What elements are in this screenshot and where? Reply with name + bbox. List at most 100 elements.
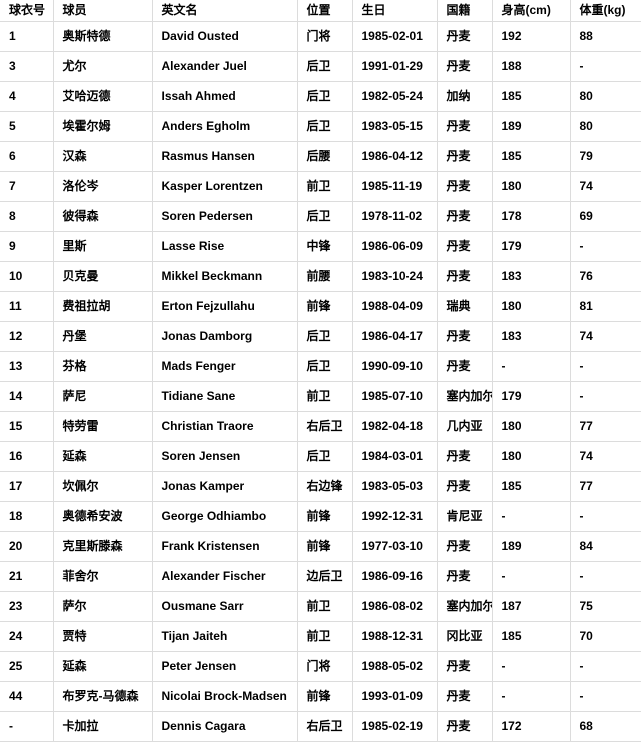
cell-position: 前锋 (297, 531, 353, 562)
cell-height: 185 (492, 621, 571, 652)
cell-name_en: Anders Egholm (152, 111, 298, 142)
cell-number: 20 (0, 531, 54, 562)
cell-position: 前锋 (297, 501, 353, 532)
table-row: 11 费祖拉胡 Erton Fejzullahu 前锋 1988-04-09 瑞典 180 8… (0, 291, 641, 322)
cell-weight: 74 (570, 441, 641, 472)
cell-birthday: 1990-09-10 (352, 351, 438, 382)
cell-nationality: 丹麦 (437, 711, 493, 742)
cell-number: 3 (0, 51, 54, 82)
cell-name_cn: 坎佩尔 (53, 471, 153, 502)
cell-birthday: 1986-04-12 (352, 141, 438, 172)
cell-position: 右边锋 (297, 471, 353, 502)
cell-weight: 77 (570, 411, 641, 442)
cell-number: 4 (0, 81, 54, 112)
table-row: - 卡加拉 Dennis Cagara 右后卫 1985-02-19 丹麦 172 68 (0, 711, 641, 742)
cell-nationality: 丹麦 (437, 471, 493, 502)
cell-weight: 79 (570, 141, 641, 172)
cell-birthday: 1986-08-02 (352, 591, 438, 622)
cell-weight: 68 (570, 711, 641, 742)
cell-name_en: Erton Fejzullahu (152, 291, 298, 322)
column-header-birthday: 生日 (352, 0, 438, 22)
cell-position: 后卫 (297, 351, 353, 382)
cell-number: 10 (0, 261, 54, 292)
cell-weight: 80 (570, 81, 641, 112)
cell-nationality: 加纳 (437, 81, 493, 112)
cell-nationality: 丹麦 (437, 531, 493, 562)
cell-height: 189 (492, 531, 571, 562)
table-row: 3 尤尔 Alexander Juel 后卫 1991-01-29 丹麦 188- (0, 51, 641, 82)
cell-weight: - (570, 501, 641, 532)
table-body: 1 奥斯特德 David Ousted 门将 1985-02-01 丹麦 192 88 3 尤尔 A… (0, 21, 641, 742)
table-row: 6 汉森 Rasmus Hansen 后腰 1986-04-12 丹麦 185 79 (0, 141, 641, 172)
cell-birthday: 1985-02-01 (352, 21, 438, 52)
cell-number: 8 (0, 201, 54, 232)
cell-number: 6 (0, 141, 54, 172)
cell-position: 前卫 (297, 171, 353, 202)
cell-height: 172 (492, 711, 571, 742)
cell-birthday: 1977-03-10 (352, 531, 438, 562)
cell-height: 183 (492, 261, 571, 292)
cell-name_cn: 尤尔 (53, 51, 153, 82)
cell-weight: 70 (570, 621, 641, 652)
cell-position: 后卫 (297, 441, 353, 472)
cell-birthday: 1978-11-02 (352, 201, 438, 232)
cell-birthday: 1992-12-31 (352, 501, 438, 532)
cell-birthday: 1985-07-10 (352, 381, 438, 412)
cell-name_en: Rasmus Hansen (152, 141, 298, 172)
cell-nationality: 丹麦 (437, 201, 493, 232)
cell-name_cn: 萨尔 (53, 591, 153, 622)
cell-number: 11 (0, 291, 54, 322)
cell-position: 门将 (297, 21, 353, 52)
cell-nationality: 丹麦 (437, 51, 493, 82)
cell-name_en: David Ousted (152, 21, 298, 52)
cell-weight: 74 (570, 321, 641, 352)
cell-height: - (492, 561, 571, 592)
cell-name_en: Alexander Fischer (152, 561, 298, 592)
cell-nationality: 瑞典 (437, 291, 493, 322)
cell-name_cn: 克里斯滕森 (53, 531, 153, 562)
table-row: 7 洛伦岑 Kasper Lorentzen 前卫 1985-11-19 丹麦 180 74 (0, 171, 641, 202)
cell-nationality: 塞内加尔 (437, 591, 493, 622)
cell-name_cn: 丹堡 (53, 321, 153, 352)
column-header-height: 身高(cm) (492, 0, 571, 22)
cell-weight: 74 (570, 171, 641, 202)
cell-height: 180 (492, 441, 571, 472)
cell-name_en: Alexander Juel (152, 51, 298, 82)
table-row: 16 延森 Soren Jensen 后卫 1984-03-01 丹麦 180 74 (0, 441, 641, 472)
cell-weight: 80 (570, 111, 641, 142)
cell-weight: - (570, 651, 641, 682)
cell-height: 185 (492, 471, 571, 502)
cell-number: 5 (0, 111, 54, 142)
column-header-number: 球衣号 (0, 0, 54, 22)
cell-weight: 76 (570, 261, 641, 292)
cell-name_en: Soren Jensen (152, 441, 298, 472)
cell-height: - (492, 351, 571, 382)
cell-name_cn: 里斯 (53, 231, 153, 262)
table-row: 44 布罗克-马德森 Nicolai Brock-Madsen 前锋 1993-01-0… (0, 681, 641, 712)
cell-name_cn: 延森 (53, 651, 153, 682)
cell-birthday: 1986-06-09 (352, 231, 438, 262)
table-row: 9 里斯 Lasse Rise 中锋 1986-06-09 丹麦 179- (0, 231, 641, 262)
cell-weight: - (570, 51, 641, 82)
cell-nationality: 冈比亚 (437, 621, 493, 652)
cell-birthday: 1982-05-24 (352, 81, 438, 112)
cell-position: 右后卫 (297, 711, 353, 742)
cell-nationality: 丹麦 (437, 651, 493, 682)
cell-name_cn: 延森 (53, 441, 153, 472)
table-row: 5 埃霍尔姆 Anders Egholm 后卫 1983-05-15 丹麦 189 80 (0, 111, 641, 142)
cell-position: 前锋 (297, 681, 353, 712)
cell-name_cn: 奥德希安波 (53, 501, 153, 532)
cell-name_en: Jonas Damborg (152, 321, 298, 352)
cell-nationality: 丹麦 (437, 351, 493, 382)
cell-position: 后腰 (297, 141, 353, 172)
cell-weight: - (570, 681, 641, 712)
cell-name_en: Nicolai Brock-Madsen (152, 681, 298, 712)
column-header-weight: 体重(kg) (570, 0, 641, 22)
cell-weight: 77 (570, 471, 641, 502)
cell-name_en: Christian Traore (152, 411, 298, 442)
cell-weight: - (570, 351, 641, 382)
cell-birthday: 1988-04-09 (352, 291, 438, 322)
cell-weight: 84 (570, 531, 641, 562)
cell-number: 14 (0, 381, 54, 412)
cell-number: 25 (0, 651, 54, 682)
